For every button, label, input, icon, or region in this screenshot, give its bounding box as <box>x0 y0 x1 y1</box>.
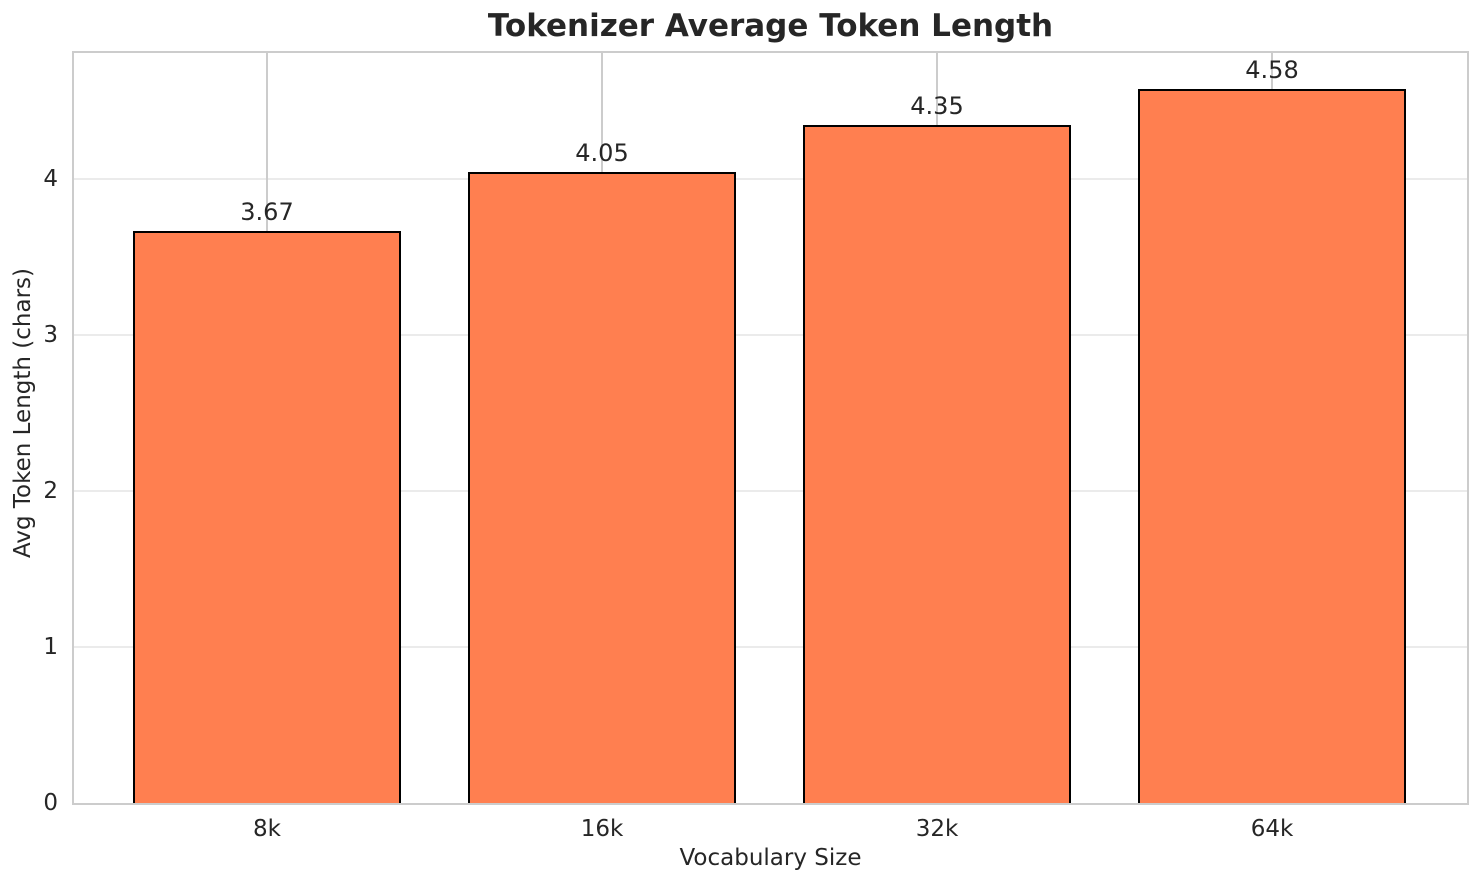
y-axis-label: Avg Token Length (chars) <box>10 267 36 559</box>
x-tick-label: 8k <box>253 816 281 842</box>
bar-value-label: 3.67 <box>240 197 294 226</box>
bar-value-label: 4.35 <box>910 91 964 120</box>
bar-64k <box>1138 88 1406 803</box>
y-gridline <box>74 490 1467 493</box>
plot-area: 3.67 4.05 4.35 4.58 <box>72 51 1469 805</box>
y-gridline <box>74 334 1467 337</box>
bar-value-label: 4.58 <box>1245 55 1299 84</box>
x-tick-label: 64k <box>1250 816 1294 842</box>
x-tick-label: 16k <box>580 816 624 842</box>
y-tick-label: 0 <box>43 790 58 816</box>
x-axis-label: Vocabulary Size <box>679 845 862 871</box>
y-gridline <box>74 178 1467 181</box>
chart-title: Tokenizer Average Token Length <box>487 8 1054 44</box>
y-tick-label: 1 <box>43 634 58 661</box>
bar-16k <box>468 171 736 803</box>
bar-32k <box>803 124 1071 803</box>
y-tick-label: 2 <box>43 478 58 505</box>
x-tick-label: 32k <box>915 816 959 842</box>
bar-value-label: 4.05 <box>575 138 629 167</box>
y-gridline <box>74 646 1467 649</box>
y-tick-label: 3 <box>43 322 58 349</box>
bar-8k <box>133 230 401 803</box>
y-tick-label: 4 <box>43 166 58 193</box>
